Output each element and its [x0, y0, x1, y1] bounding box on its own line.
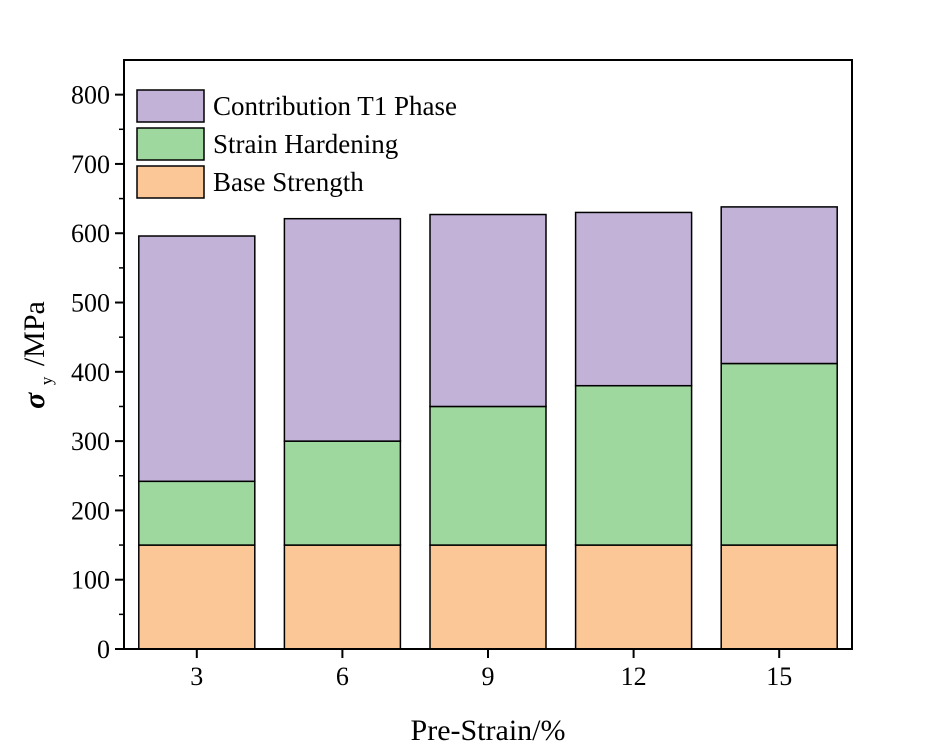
bars-group: [138, 206, 838, 650]
legend-label: Contribution T1 Phase: [213, 91, 457, 121]
y-tick-label: 400: [71, 358, 110, 387]
y-tick-label: 800: [71, 81, 110, 110]
y-tick-label: 500: [71, 289, 110, 318]
y-tick-label: 200: [71, 496, 110, 525]
legend-swatch: [136, 89, 205, 123]
y-axis-title: σ y /MPa: [18, 301, 59, 409]
bar-segment-6-contribution-t1-phase: [283, 217, 402, 442]
bar-segment-9-contribution-t1-phase: [429, 213, 547, 408]
bar-segment-9-base-strength: [429, 544, 547, 650]
y-axis-subscript: y: [37, 376, 56, 385]
bar-segment-15-base-strength: [720, 544, 838, 650]
legend-swatch: [136, 127, 205, 161]
x-tick-label: 9: [482, 662, 495, 691]
x-axis: 3 6 9 12 15: [190, 649, 792, 691]
y-tick-label: 0: [97, 635, 110, 664]
x-tick-label: 12: [621, 662, 647, 691]
x-tick-label: 15: [766, 662, 792, 691]
bar-segment-6-base-strength: [283, 544, 402, 650]
y-axis: 0 100 200 300 400 500 600 700 800: [71, 81, 124, 664]
x-tick-label: 3: [190, 662, 203, 691]
legend-label: Strain Hardening: [213, 129, 398, 159]
y-axis-unit: /MPa: [18, 301, 51, 366]
bar-segment-9-strain-hardening: [429, 405, 547, 546]
y-axis-symbol: σ: [18, 392, 51, 409]
bar-segment-6-strain-hardening: [283, 440, 402, 546]
x-axis-title: Pre-Strain/%: [411, 714, 566, 747]
bar-segment-12-contribution-t1-phase: [574, 211, 693, 387]
y-tick-label: 100: [71, 566, 110, 595]
legend: Contribution T1 Phase Strain Hardening Bas…: [136, 89, 457, 199]
y-tick-label: 300: [71, 427, 110, 456]
x-tick-label: 6: [336, 662, 349, 691]
y-tick-label: 700: [71, 150, 110, 179]
bar-segment-3-strain-hardening: [138, 480, 256, 546]
y-tick-label: 600: [71, 219, 110, 248]
legend-swatch: [136, 165, 205, 199]
bar-segment-12-strain-hardening: [574, 384, 693, 546]
legend-label: Base Strength: [213, 167, 364, 197]
svg-text:σ y /MPa: σ y /MPa: [18, 301, 59, 409]
bar-segment-3-contribution-t1-phase: [138, 235, 256, 483]
bar-segment-15-strain-hardening: [720, 362, 838, 546]
bar-segment-3-base-strength: [138, 544, 256, 650]
bar-segment-15-contribution-t1-phase: [720, 206, 838, 365]
bar-segment-12-base-strength: [574, 544, 693, 650]
